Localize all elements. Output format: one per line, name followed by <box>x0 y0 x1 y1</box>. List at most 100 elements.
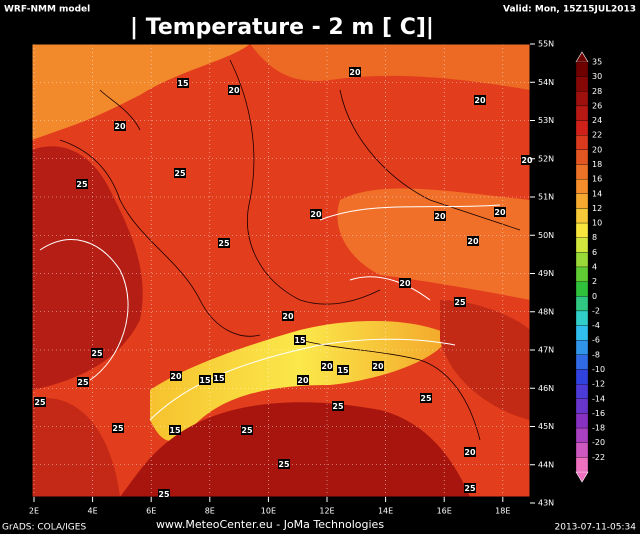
contour-label-box <box>170 371 182 381</box>
colorbar-label: -10 <box>592 365 605 374</box>
contour-label: 20 <box>114 122 126 131</box>
colorbar-swatch <box>575 296 589 312</box>
contour-label-box <box>228 85 240 95</box>
colorbar-swatch <box>575 105 589 121</box>
colorbar-label: 14 <box>592 189 602 198</box>
contour-label: 25 <box>91 349 103 358</box>
contour-label: 25 <box>420 394 432 403</box>
colorbar-label: -12 <box>592 380 605 389</box>
colorbar-swatch <box>575 135 589 151</box>
contour-label-box <box>310 209 322 219</box>
contour-label-box <box>112 423 124 433</box>
colorbar-top-cap <box>575 51 589 63</box>
contour-label: 15 <box>213 374 225 383</box>
contour-label-box <box>158 489 170 499</box>
colorbar-swatch <box>575 325 589 341</box>
contour-label: 20 <box>467 237 479 246</box>
contour-label: 25 <box>112 424 124 433</box>
colorbar-swatch <box>575 208 589 224</box>
colorbar-swatch <box>575 281 589 297</box>
contour-label: 20 <box>310 210 322 219</box>
colorbar-swatch <box>575 222 589 238</box>
colorbar-label: 35 <box>592 58 602 67</box>
colorbar-swatch <box>575 413 589 429</box>
contour-label-box <box>464 483 476 493</box>
colorbar-swatch <box>575 178 589 194</box>
contour-label: 20 <box>434 212 446 221</box>
lon-label: 10E <box>261 507 276 516</box>
colorbar-label: -6 <box>592 336 600 345</box>
colorbar-swatch <box>575 427 589 443</box>
map-title: | Temperature - 2 m [ C]| <box>130 15 434 40</box>
colorbar-label: 8 <box>592 233 597 242</box>
lat-label: 43N <box>538 499 554 508</box>
contour-label-box <box>332 401 344 411</box>
lon-label: 2E <box>29 507 39 516</box>
lon-label: 6E <box>146 507 156 516</box>
colorbar-swatch <box>575 237 589 253</box>
contour-label: 25 <box>454 298 466 307</box>
lat-label: 54N <box>538 78 554 87</box>
colorbar-label: 16 <box>592 175 602 184</box>
lat-label: 53N <box>538 116 554 125</box>
colorbar-label: -22 <box>592 453 605 462</box>
colorbar-label: -2 <box>592 306 600 315</box>
colorbar-label: 18 <box>592 160 602 169</box>
contour-label: 20 <box>349 68 361 77</box>
plot-frame <box>31 43 531 498</box>
contour-label-box <box>34 397 46 407</box>
contour-label: 15 <box>169 426 181 435</box>
timestamp: 2013-07-11-05:34 <box>555 523 637 533</box>
contour-label: 25 <box>34 398 46 407</box>
contour-label: 15 <box>177 79 189 88</box>
contour-label: 25 <box>174 169 186 178</box>
lat-label: 52N <box>538 154 554 163</box>
colorbar-swatch <box>575 457 589 473</box>
contour-label-box <box>494 207 506 217</box>
lon-label: 12E <box>319 507 334 516</box>
contour-label-box <box>521 155 533 165</box>
contour-label: 20 <box>494 208 506 217</box>
contour-label-box <box>91 348 103 358</box>
colorbar-label: -18 <box>592 424 605 433</box>
contour-label-box <box>372 361 384 371</box>
lon-label: 16E <box>437 507 452 516</box>
contour-label: 25 <box>218 239 230 248</box>
contour-label: 25 <box>278 460 290 469</box>
colorbar-label: -8 <box>592 350 600 359</box>
colorbar-swatch <box>575 310 589 326</box>
contour-label: 20 <box>297 376 309 385</box>
lon-label: 14E <box>378 507 393 516</box>
contour-label-box <box>199 375 211 385</box>
colorbar-label: 4 <box>592 263 597 272</box>
contour-label: 25 <box>464 484 476 493</box>
contour-label-box <box>399 278 411 288</box>
lat-label: 47N <box>538 346 554 355</box>
colorbar-swatch <box>575 91 589 107</box>
contour-label-box <box>177 78 189 88</box>
contour-label-box <box>77 377 89 387</box>
contour-label: 20 <box>399 279 411 288</box>
contour-label-box <box>464 447 476 457</box>
colorbar-swatch <box>575 164 589 180</box>
temperature-field <box>32 44 530 497</box>
lat-label: 46N <box>538 384 554 393</box>
colorbar-label: -16 <box>592 409 605 418</box>
lon-label: 8E <box>205 507 215 516</box>
colorbar-bottom-cap <box>575 471 589 483</box>
colorbar-label: 24 <box>592 116 602 125</box>
contour-label: 20 <box>170 372 182 381</box>
colorbar-swatch <box>575 120 589 136</box>
contour-label: 25 <box>158 490 170 499</box>
contour-label: 20 <box>282 312 294 321</box>
contour-label-box <box>169 425 181 435</box>
lat-label: 44N <box>538 460 554 469</box>
colorbar-label: -4 <box>592 321 600 330</box>
lat-label: 45N <box>538 422 554 431</box>
colorbar-label: 12 <box>592 204 602 213</box>
colorbar-swatch <box>575 442 589 458</box>
contour-label: 25 <box>332 402 344 411</box>
colorbar-swatch <box>575 398 589 414</box>
